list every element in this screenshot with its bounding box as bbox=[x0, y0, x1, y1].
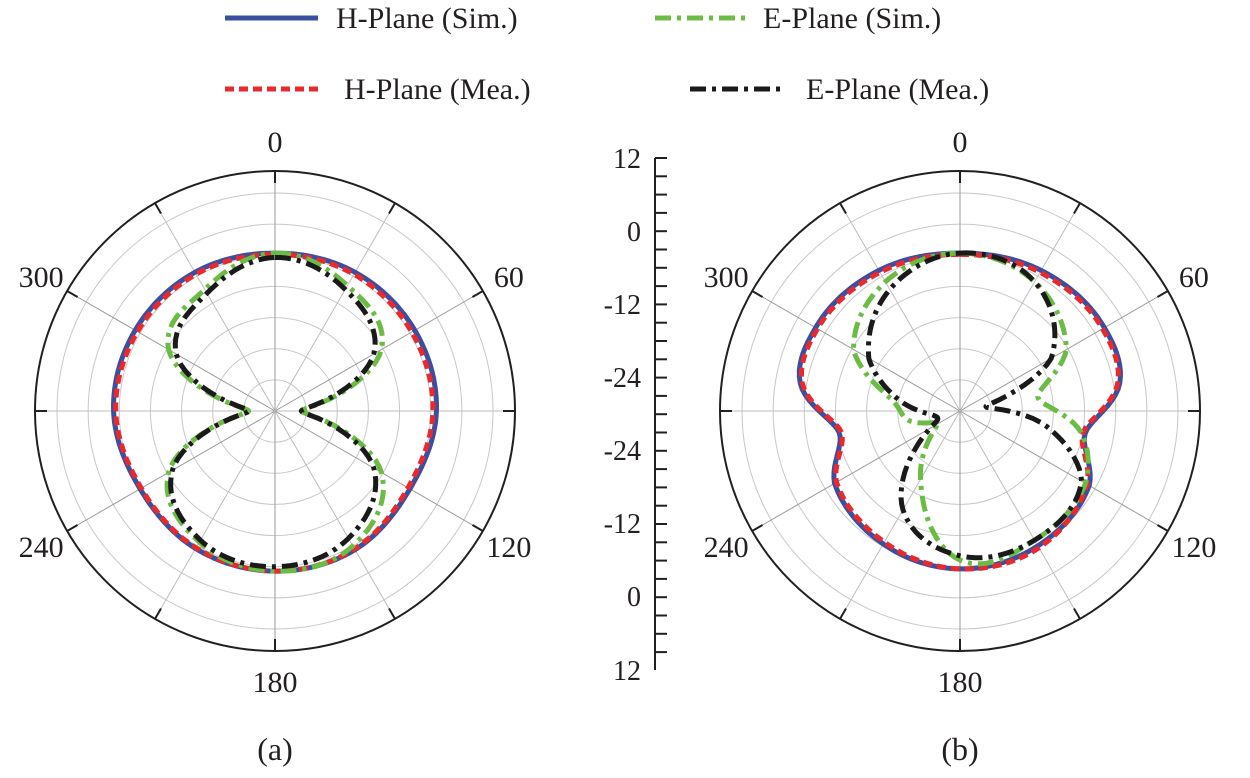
panel-caption: (a) bbox=[257, 731, 293, 767]
legend-label: H-Plane (Sim.) bbox=[336, 2, 518, 35]
grid-spoke bbox=[839, 202, 961, 412]
legend-label: H-Plane (Mea.) bbox=[344, 73, 531, 106]
grid-spoke bbox=[274, 410, 396, 620]
radial-tick-label: 0 bbox=[627, 582, 641, 613]
grid-spoke bbox=[959, 202, 1081, 412]
angle-label: 180 bbox=[253, 666, 298, 699]
angle-label: 120 bbox=[1171, 531, 1216, 564]
grid-spoke bbox=[839, 410, 961, 620]
angle-tick bbox=[471, 524, 484, 532]
grid-spoke bbox=[959, 410, 1081, 620]
angle-tick bbox=[751, 524, 764, 532]
radial-tick-label: 12 bbox=[613, 144, 641, 175]
radial-tick-label: -24 bbox=[604, 363, 641, 394]
angle-label: 0 bbox=[268, 126, 283, 159]
series-line-e-plane-mea bbox=[865, 250, 1085, 561]
angle-tick bbox=[839, 607, 847, 620]
series-line-e-plane-mea bbox=[168, 255, 379, 570]
angle-tick bbox=[1073, 607, 1081, 620]
grid-spoke bbox=[154, 410, 276, 620]
angle-label: 60 bbox=[1179, 261, 1209, 294]
series-line-e-plane-sim bbox=[164, 250, 386, 574]
series-line-e-plane-sim bbox=[851, 250, 1091, 567]
angle-tick bbox=[66, 290, 79, 298]
grid-spoke bbox=[274, 202, 396, 412]
legend-label: E-Plane (Mea.) bbox=[806, 73, 989, 106]
legend-label: E-Plane (Sim.) bbox=[763, 2, 941, 35]
angle-label: 240 bbox=[19, 531, 64, 564]
angle-tick bbox=[839, 202, 847, 215]
polar-chart-a: 0 60 120 180 240 300 (a) bbox=[19, 126, 532, 767]
grid-spoke bbox=[959, 410, 1169, 532]
radial-tick-label: 0 bbox=[627, 217, 641, 248]
angle-tick bbox=[1156, 290, 1169, 298]
legend: H-Plane (Sim.) E-Plane (Sim.) H-Plane (Mea… bbox=[225, 2, 989, 106]
radial-tick-label: -24 bbox=[604, 436, 641, 467]
angle-tick bbox=[66, 524, 79, 532]
angle-tick bbox=[751, 290, 764, 298]
series-line-h-plane-mea bbox=[113, 251, 436, 574]
angle-tick bbox=[1073, 202, 1081, 215]
angle-label: 60 bbox=[494, 261, 524, 294]
angle-label: 120 bbox=[486, 531, 531, 564]
angle-tick bbox=[154, 607, 162, 620]
angle-tick bbox=[154, 202, 162, 215]
angle-label: 180 bbox=[938, 666, 983, 699]
angle-tick bbox=[1156, 524, 1169, 532]
angle-tick bbox=[471, 290, 484, 298]
radial-tick-label: 12 bbox=[613, 656, 641, 687]
series-line-h-plane-mea bbox=[799, 251, 1121, 572]
panel-caption: (b) bbox=[941, 731, 978, 767]
grid-spoke bbox=[751, 290, 961, 412]
angle-label: 0 bbox=[953, 126, 968, 159]
angle-label: 300 bbox=[19, 261, 64, 294]
angle-tick bbox=[388, 202, 396, 215]
angle-tick bbox=[388, 607, 396, 620]
radial-tick-label: -12 bbox=[604, 290, 641, 321]
angle-label: 300 bbox=[704, 261, 749, 294]
radial-tick-label: -12 bbox=[604, 509, 641, 540]
angle-label: 240 bbox=[704, 531, 749, 564]
grid-spoke bbox=[154, 202, 276, 412]
